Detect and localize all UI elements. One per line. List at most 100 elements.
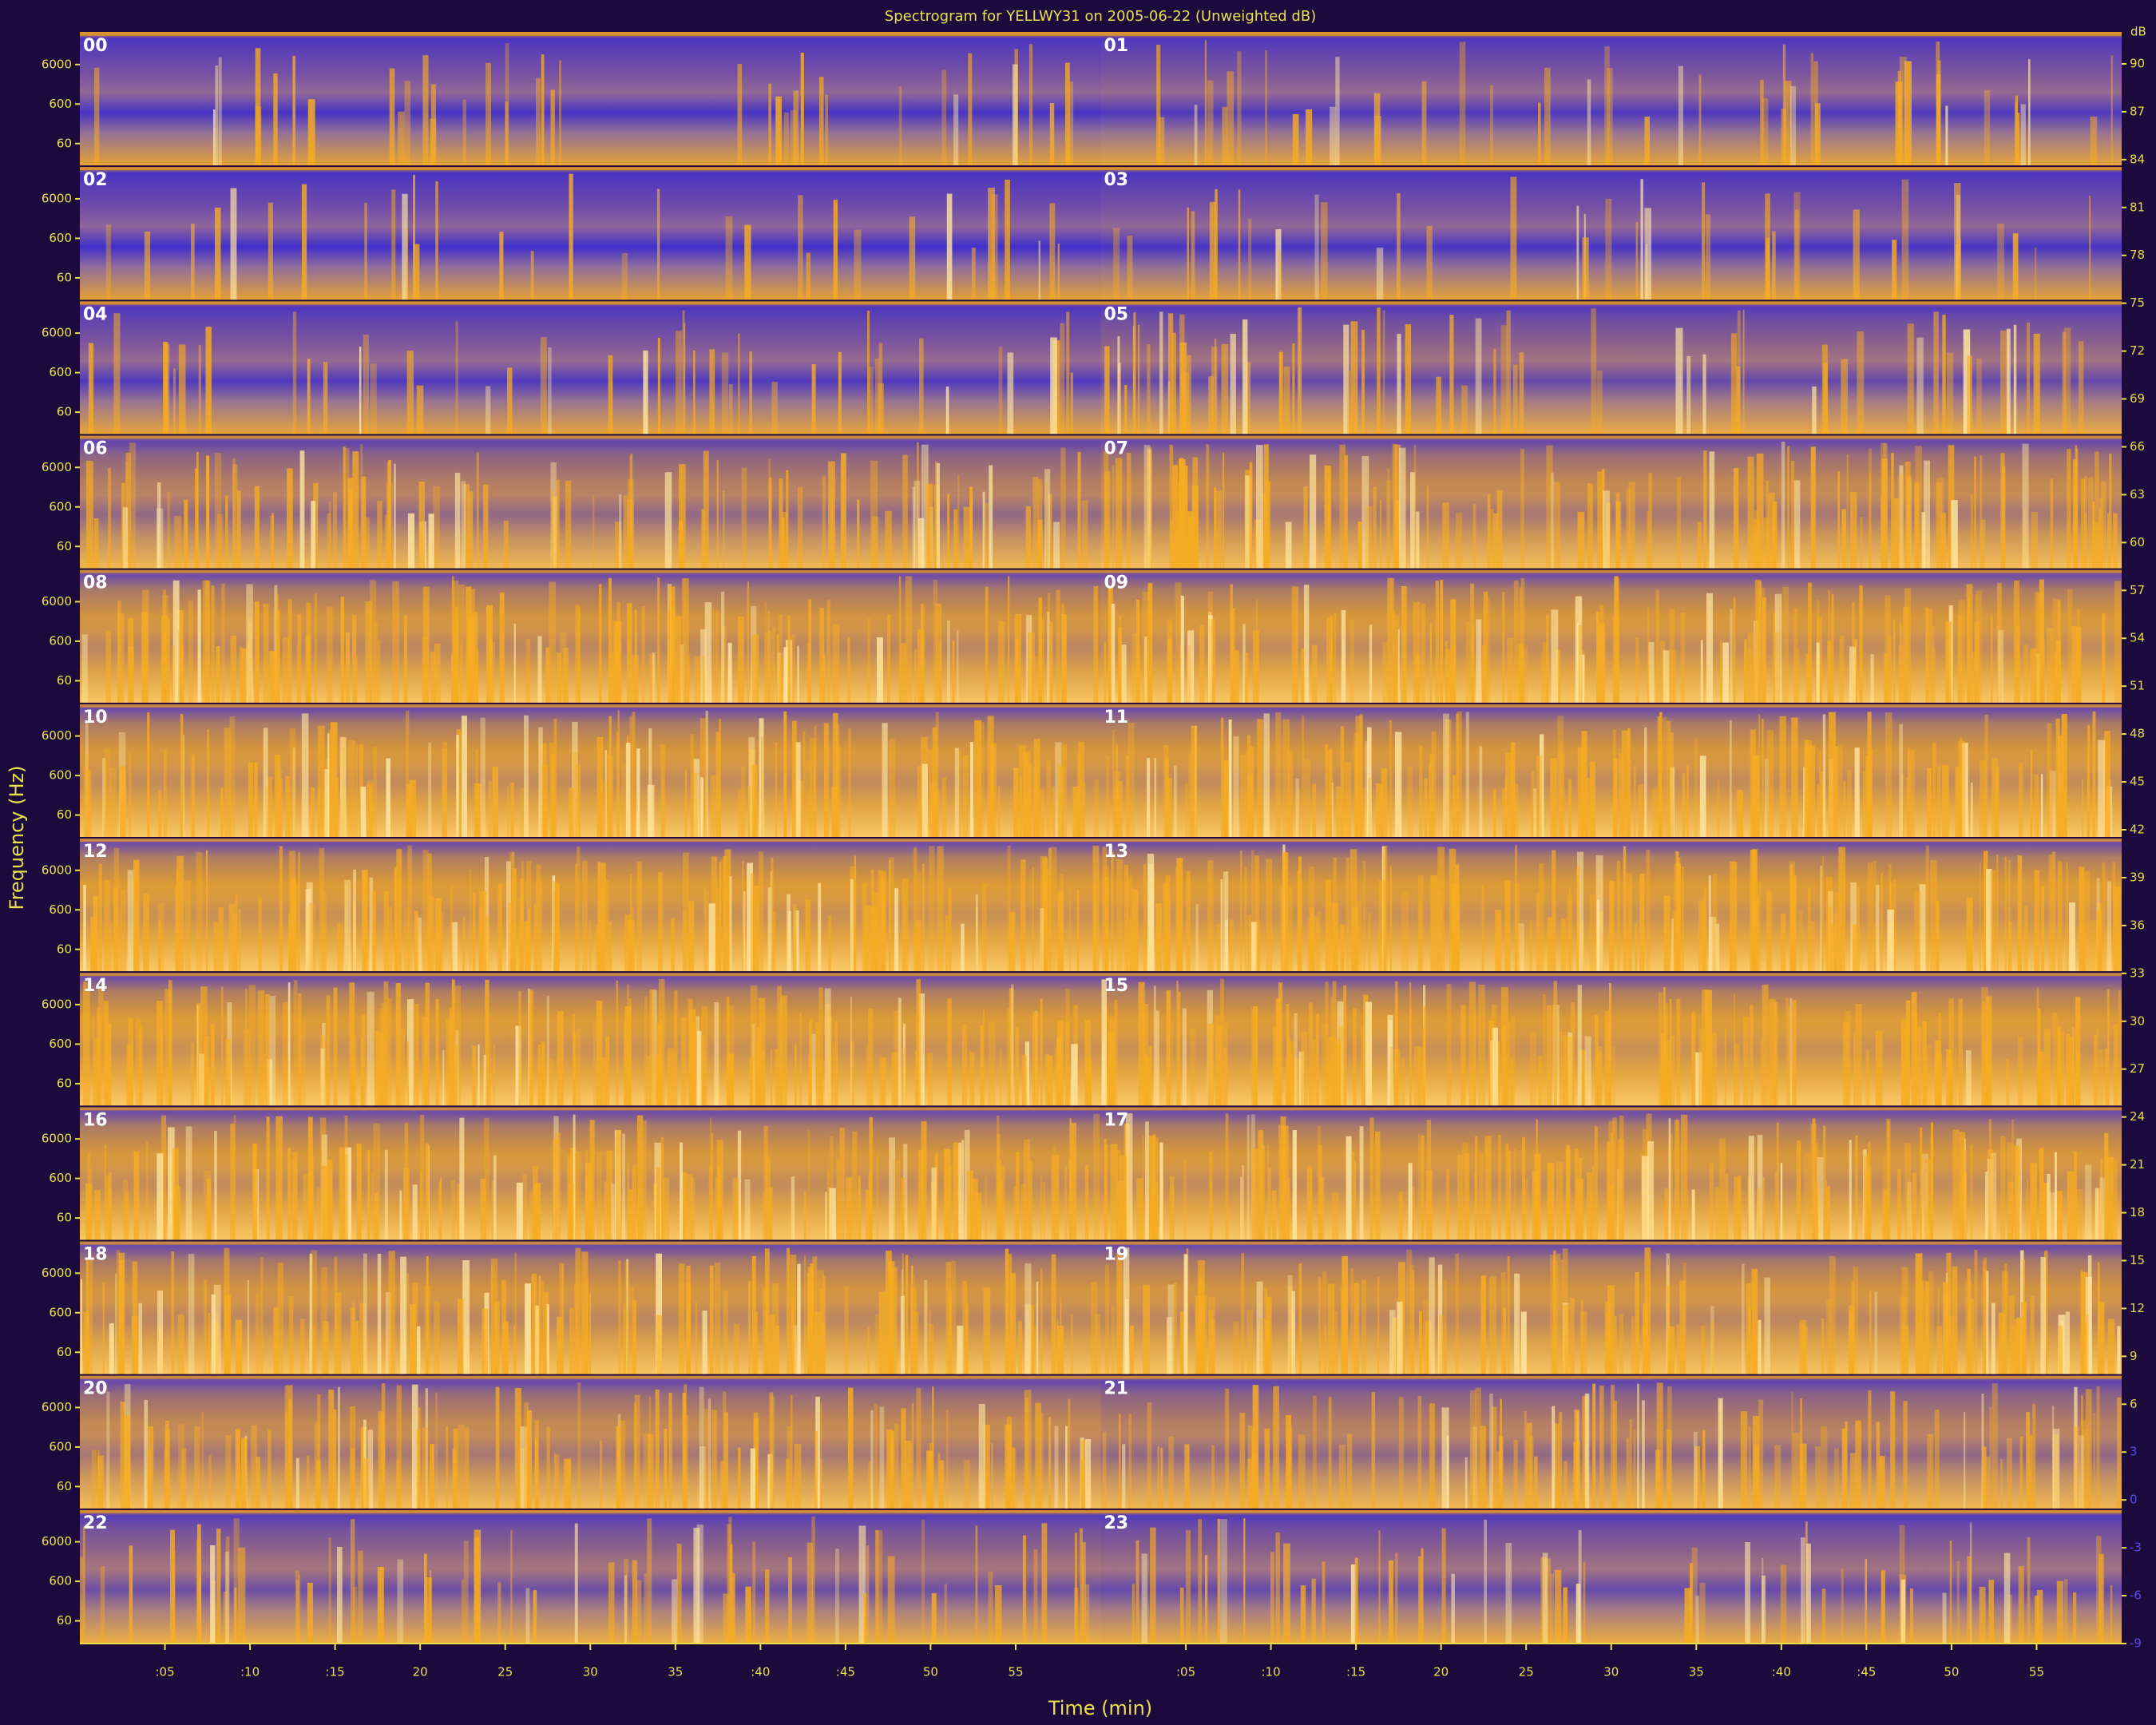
spectrogram-streak <box>1568 888 1571 973</box>
spectrogram-streak <box>541 1041 545 1107</box>
spectrogram-streak <box>657 338 660 435</box>
spectrogram-streak <box>608 355 613 435</box>
spectrogram-streak <box>1698 1028 1705 1107</box>
y-tick-label: 60 <box>57 1479 72 1493</box>
spectrogram-streak <box>1934 1040 1941 1107</box>
spectrogram-streak <box>367 1150 371 1241</box>
spectrogram-streak <box>2081 1395 2083 1509</box>
spectrogram-streak <box>510 924 515 973</box>
spectrogram-streak <box>1821 1319 1825 1375</box>
spectrogram-streak <box>1736 366 1741 435</box>
spectrogram-streak <box>1418 1556 1421 1644</box>
spectrogram-streak <box>344 1154 348 1241</box>
spectrogram-streak <box>874 358 880 435</box>
spectrogram-streak <box>2080 1269 2083 1375</box>
spectrogram-streak <box>1529 919 1532 973</box>
spectrogram-streak <box>929 1443 933 1509</box>
spectrogram-streak <box>275 610 280 704</box>
spectrogram-streak <box>626 603 632 704</box>
spectrogram-streak <box>789 634 795 704</box>
spectrogram-streak <box>409 779 416 838</box>
spectrogram-streak <box>1457 1154 1463 1241</box>
spectrogram-streak <box>1423 1005 1426 1107</box>
spectrogram-streak <box>2055 1191 2063 1241</box>
spectrogram-streak <box>794 1444 802 1509</box>
spectrogram-streak <box>1681 1114 1688 1241</box>
spectrogram-streak <box>807 1542 814 1644</box>
spectrogram-streak <box>520 787 526 838</box>
spectrogram-streak <box>1842 1021 1850 1107</box>
spectrogram-streak <box>1446 1435 1449 1509</box>
spectrogram-streak <box>1229 730 1231 838</box>
spectrogram-streak <box>868 367 874 435</box>
spectrogram-streak <box>2112 862 2116 973</box>
y-tick-label: 600 <box>49 365 72 379</box>
spectrogram-streak <box>961 923 965 973</box>
spectrogram-streak <box>882 723 888 838</box>
spectrogram-streak <box>1849 646 1856 704</box>
spectrogram-streak <box>1734 1176 1741 1241</box>
spectrogram-streak <box>435 999 439 1107</box>
spectrogram-streak <box>122 507 129 569</box>
spectrogram-streak <box>751 764 758 838</box>
spectrogram-streak <box>641 605 645 704</box>
spectrogram-streak <box>1184 1444 1190 1509</box>
spectrogram-streak <box>1568 779 1571 838</box>
spectrogram-streak <box>1409 1009 1413 1107</box>
spectrogram-streak <box>1442 502 1449 569</box>
spectrogram-streak <box>1208 376 1214 435</box>
spectrogram-streak <box>257 990 265 1107</box>
colorbar-tick-label: 36 <box>2130 918 2145 932</box>
spectrogram-streak <box>1644 117 1650 167</box>
spectrogram-streak <box>2096 1188 2102 1241</box>
spectrogram-streak <box>1298 856 1302 973</box>
spectrogram-streak <box>818 987 823 1107</box>
spectrogram-streak <box>1312 1395 1317 1509</box>
spectrogram-streak <box>1507 1255 1510 1375</box>
spectrogram-streak <box>1128 1414 1132 1509</box>
spectrogram-streak <box>1154 758 1157 838</box>
spectrogram-streak <box>2075 1189 2083 1241</box>
spectrogram-streak <box>541 764 549 838</box>
spectrogram-streak <box>1682 773 1686 838</box>
spectrogram-streak <box>1409 1264 1414 1375</box>
spectrogram-streak <box>1383 846 1388 973</box>
spectrogram-streak <box>221 584 225 704</box>
spectrogram-streak <box>1136 1178 1143 1241</box>
spectrogram-streak <box>89 1168 93 1241</box>
spectrogram-streak <box>1251 1148 1258 1241</box>
spectrogram-streak <box>723 887 730 973</box>
spectrogram-streak <box>2030 1163 2038 1241</box>
spectrogram-streak <box>230 635 237 704</box>
spectrogram-streak <box>947 494 949 569</box>
spectrogram-streak <box>1018 744 1026 838</box>
spectrogram-streak <box>1563 1035 1571 1107</box>
spectrogram-streak <box>2017 113 2020 167</box>
spectrogram-streak <box>625 743 631 838</box>
spectrogram-streak <box>1061 614 1067 704</box>
y-tick-label: 600 <box>49 231 72 245</box>
spectrogram-streak <box>1942 1592 1947 1644</box>
spectrogram-streak <box>1668 1118 1671 1241</box>
spectrogram-streak <box>1417 1134 1421 1241</box>
hour-label: 13 <box>1104 842 1129 862</box>
spectrogram-streak <box>204 1170 212 1241</box>
spectrogram-streak <box>1856 886 1860 973</box>
spectrogram-streak <box>479 891 486 973</box>
spectrogram-streak <box>743 890 746 973</box>
spectrogram-streak <box>1045 482 1048 569</box>
spectrogram-streak <box>1623 846 1627 973</box>
spectrogram-streak <box>517 898 521 973</box>
spectrogram-streak <box>1079 1528 1083 1644</box>
spectrogram-streak <box>180 645 184 704</box>
spectrogram-streak <box>1502 1024 1506 1107</box>
spectrogram-streak <box>1183 1254 1188 1375</box>
spectrogram-streak <box>143 894 149 973</box>
spectrogram-streak <box>1867 862 1873 973</box>
spectrogram-streak <box>1246 1309 1254 1375</box>
spectrogram-streak <box>575 764 581 838</box>
spectrogram-streak <box>1574 1148 1579 1241</box>
spectrogram-streak <box>2040 1256 2046 1375</box>
spectrogram-streak <box>597 862 601 973</box>
spectrogram-streak <box>2027 59 2031 167</box>
